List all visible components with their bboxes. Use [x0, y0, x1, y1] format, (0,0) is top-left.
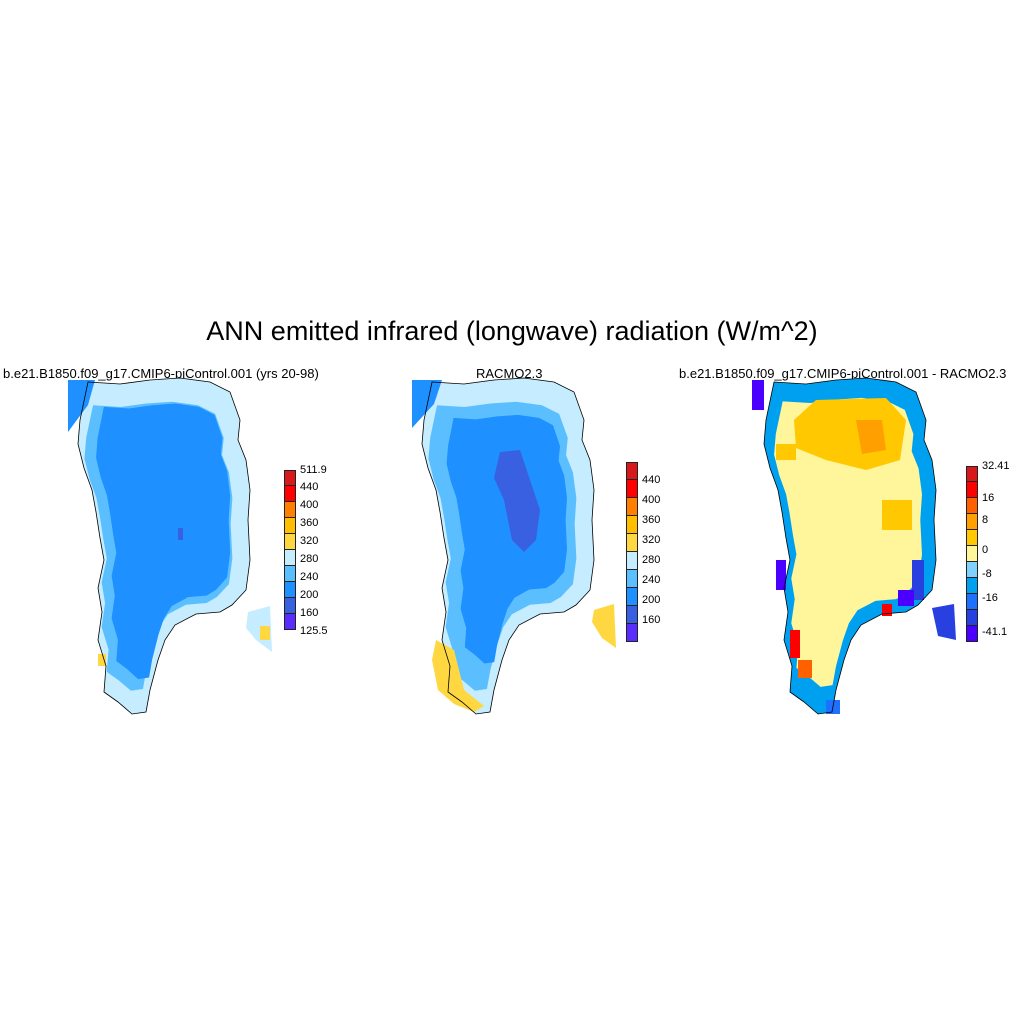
colorbar-swatch — [966, 546, 978, 562]
colorbar-label: 160 — [642, 614, 661, 626]
colorbar-swatch — [284, 486, 296, 502]
colorbar-swatch — [284, 534, 296, 550]
colorbar-swatch — [626, 606, 638, 624]
panel-3-title: b.e21.B1850.f09_g17.CMIP6-piControl.001 … — [679, 366, 1007, 381]
colorbar-swatch — [626, 570, 638, 588]
colorbar-label: 360 — [300, 517, 319, 529]
colorbar-label: -8 — [982, 568, 992, 580]
colorbar-label: 280 — [300, 553, 319, 565]
colorbar-swatch — [284, 582, 296, 598]
colorbar-label: 200 — [300, 589, 319, 601]
colorbar-label: 511.9 — [300, 464, 327, 476]
colorbar-swatch — [966, 482, 978, 498]
colorbar-label: 0 — [982, 544, 989, 556]
colorbar-swatch — [284, 502, 296, 518]
colorbar-swatch — [626, 552, 638, 570]
colorbar-label: -41.1 — [982, 626, 1008, 638]
colorbar-label: 125.5 — [300, 625, 328, 637]
colorbar-swatch — [966, 530, 978, 546]
colorbar-swatch — [284, 550, 296, 566]
colorbar-label: 200 — [642, 594, 661, 606]
colorbar-label: 400 — [642, 494, 661, 506]
colorbar-swatch — [966, 626, 978, 642]
colorbar-label: 320 — [300, 535, 319, 547]
colorbar-swatch — [966, 466, 978, 482]
map-panel-1 — [68, 377, 272, 715]
colorbar-swatch — [284, 518, 296, 534]
colorbar-label: 440 — [300, 481, 319, 493]
colorbar-swatch — [284, 566, 296, 582]
colorbar-swatch — [626, 462, 638, 480]
colorbar-swatch — [626, 498, 638, 516]
colorbar-swatch — [966, 514, 978, 530]
colorbar-swatch — [966, 562, 978, 578]
colorbar-label: 160 — [300, 607, 319, 619]
colorbar-swatch — [966, 498, 978, 514]
main-title: ANN emitted infrared (longwave) radiatio… — [206, 316, 818, 346]
panel-2-title: RACMO2.3 — [476, 366, 543, 381]
colorbar-label: 240 — [300, 571, 319, 583]
panel-1-title: b.e21.B1850.f09_g17.CMIP6-piControl.001 … — [3, 366, 319, 381]
colorbar-swatch — [966, 610, 978, 626]
colorbar-swatch — [284, 598, 296, 614]
colorbar-label: 360 — [642, 514, 661, 526]
colorbar-label: 440 — [642, 474, 661, 486]
colorbar-swatch — [284, 470, 296, 486]
colorbar-swatch — [966, 578, 978, 594]
colorbar-swatch — [966, 594, 978, 610]
colorbar-label: 32.41 — [982, 460, 1010, 472]
colorbar-label: -16 — [982, 592, 998, 604]
colorbar-label: 16 — [982, 492, 995, 504]
colorbar-label: 400 — [300, 499, 319, 511]
colorbar-swatch — [626, 480, 638, 498]
colorbar-swatch — [626, 534, 638, 552]
map-panel-2 — [412, 377, 616, 715]
colorbar-swatch — [626, 516, 638, 534]
colorbar-swatch — [626, 624, 638, 642]
colorbar-label: 240 — [642, 574, 661, 586]
colorbar-label: 8 — [982, 514, 989, 526]
colorbar-label: 320 — [642, 534, 661, 546]
colorbar-label: 280 — [642, 554, 661, 566]
map-panel-3 — [752, 377, 956, 715]
colorbar-swatch — [626, 588, 638, 606]
colorbar-swatch — [284, 614, 296, 630]
